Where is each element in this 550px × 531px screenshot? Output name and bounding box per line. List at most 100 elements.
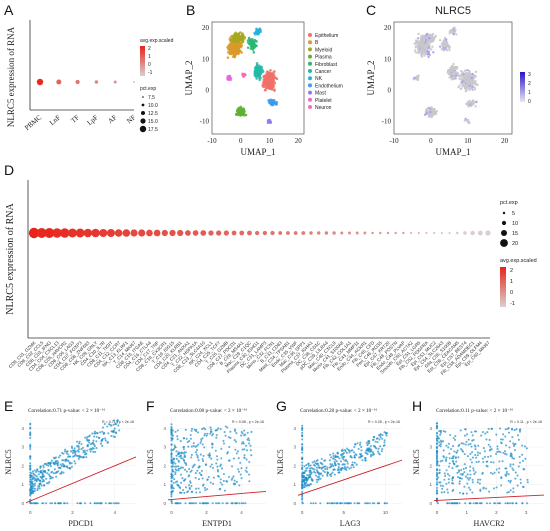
data-point (518, 461, 522, 464)
dot (208, 230, 214, 236)
data-point (243, 448, 246, 451)
data-point (462, 442, 465, 445)
data-point (435, 481, 439, 484)
dot (223, 230, 230, 236)
data-point (44, 462, 47, 465)
data-point (49, 461, 52, 464)
data-point (200, 469, 203, 472)
data-point (346, 466, 349, 469)
data-point (73, 454, 76, 458)
panel-letter-e: E (4, 398, 14, 414)
data-point (31, 484, 34, 487)
y-tick-label: 2 (429, 463, 432, 468)
x-tick-label: 10 (383, 510, 389, 515)
data-point (460, 468, 463, 472)
legend-tick: 0 (528, 99, 531, 105)
y-tick-label: 1 (293, 482, 296, 487)
cell-point (273, 70, 276, 73)
data-point (104, 439, 107, 442)
x-tick-label: -10 (207, 137, 217, 145)
data-point (184, 478, 187, 481)
data-point (324, 459, 327, 462)
data-point (348, 449, 351, 452)
cell-point (240, 32, 244, 35)
data-point (202, 454, 205, 457)
data-point (321, 463, 324, 466)
legend-swatch (308, 54, 312, 59)
data-point (351, 461, 354, 464)
data-point (198, 502, 202, 505)
data-point (211, 446, 214, 449)
data-point (29, 491, 32, 494)
data-point (70, 465, 73, 468)
legend-label: NK (315, 76, 323, 82)
data-point (476, 454, 479, 457)
data-point (464, 428, 467, 431)
cell-point (471, 79, 474, 82)
legend-label: Cancer (315, 69, 331, 75)
data-point (177, 469, 180, 472)
data-point (482, 461, 485, 464)
data-point (113, 435, 117, 439)
cell-point (467, 102, 470, 105)
cell-point (470, 102, 474, 106)
data-point (472, 467, 475, 470)
data-point (498, 460, 501, 463)
data-point (214, 449, 217, 452)
data-point (195, 453, 198, 456)
data-point (182, 446, 185, 449)
data-point (313, 464, 316, 467)
data-point (341, 502, 344, 505)
data-point (208, 452, 211, 455)
cell-point (456, 74, 460, 77)
cell-point (431, 45, 434, 48)
data-point (436, 468, 439, 471)
data-point (456, 502, 459, 505)
data-point (248, 473, 251, 476)
cell-point (438, 39, 442, 42)
y-axis-label: NLRC5 expression of RNA (6, 26, 16, 127)
data-point (445, 482, 448, 485)
data-point (185, 470, 188, 473)
data-point (334, 455, 337, 459)
data-point (514, 471, 517, 474)
cell-point (446, 44, 450, 47)
data-point (463, 453, 466, 456)
data-point (49, 502, 52, 505)
data-point (464, 475, 467, 478)
data-point (436, 474, 439, 477)
data-point (348, 451, 351, 454)
data-point (108, 502, 111, 505)
data-point (78, 502, 81, 505)
data-point (442, 440, 445, 443)
data-point (197, 487, 200, 490)
data-point (301, 473, 304, 476)
data-point (198, 478, 201, 481)
cell-point (475, 100, 478, 104)
data-point (481, 431, 485, 434)
data-point (35, 480, 38, 483)
data-point (194, 476, 197, 479)
data-point (526, 478, 529, 481)
data-point (29, 457, 32, 460)
data-point (311, 461, 314, 464)
data-point (43, 484, 46, 487)
cell-point (454, 28, 457, 32)
data-point (99, 431, 102, 434)
data-point (82, 456, 85, 459)
data-point (302, 471, 305, 474)
data-point (477, 460, 480, 463)
data-point (466, 433, 469, 436)
data-point (66, 502, 69, 505)
legend-color-tick: 1 (148, 54, 151, 60)
data-point (464, 443, 467, 446)
data-point (447, 481, 450, 484)
data-point (36, 469, 39, 472)
dot (332, 231, 336, 235)
data-point (237, 470, 241, 473)
data-point (31, 470, 34, 473)
cell-point (426, 36, 429, 39)
cell-point (246, 46, 250, 49)
data-point (171, 489, 174, 492)
x-tick-label: PBMC (23, 113, 43, 132)
